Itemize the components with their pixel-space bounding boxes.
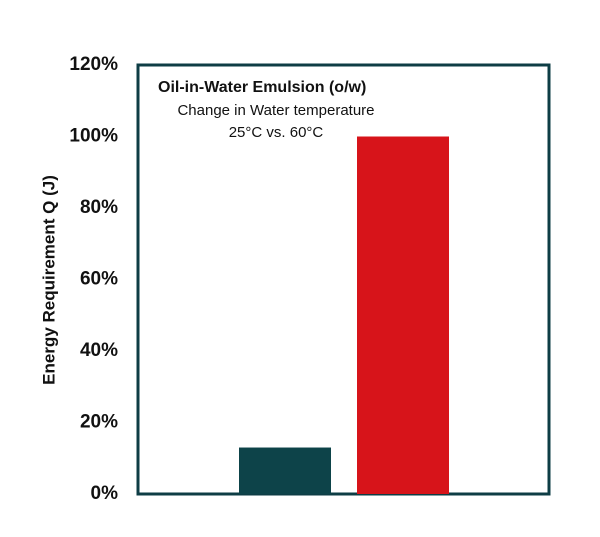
y-tick-label: 60% (80, 269, 118, 290)
chart-title: Oil-in-Water Emulsion (o/w) (158, 79, 366, 96)
annotation: 25°C vs. 60°C (229, 124, 324, 141)
bar (357, 136, 449, 494)
chart-subtitle: Change in Water temperature (177, 102, 374, 119)
y-tick-label: 120% (69, 54, 118, 75)
y-axis-label: Energy Requirement Q (J) (39, 175, 58, 385)
y-tick-label: 0% (91, 483, 119, 504)
y-tick-label: 100% (69, 126, 118, 147)
plot-frame (136, 63, 551, 496)
bar (239, 447, 331, 494)
y-tick-label: 40% (80, 340, 118, 361)
y-tick-label: 20% (80, 412, 118, 433)
y-tick-label: 80% (80, 197, 118, 218)
